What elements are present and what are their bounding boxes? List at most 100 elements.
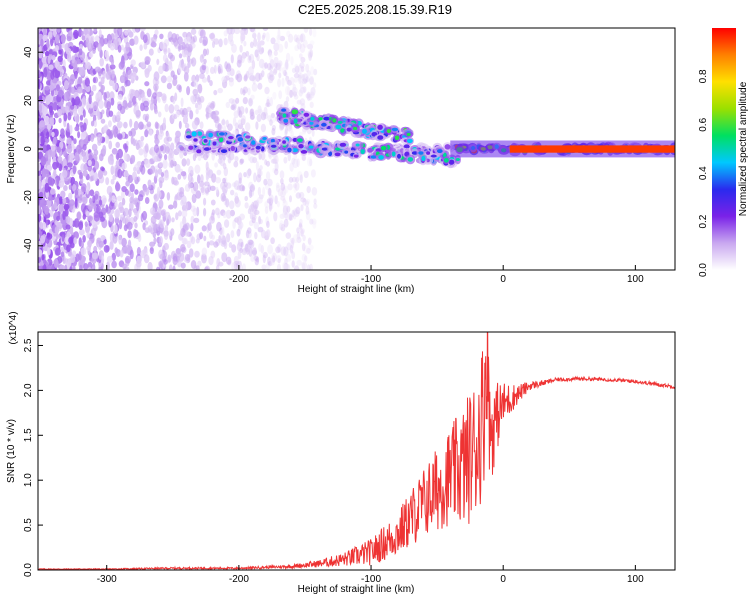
spectrogram-cell (272, 255, 276, 263)
spectrogram-cell (142, 34, 148, 44)
spectrogram-cell (254, 258, 259, 266)
spectrogram-cell (186, 86, 191, 96)
spectrogram-cell (163, 230, 169, 240)
spectrogram-cell (93, 245, 98, 253)
spectrogram-cell (144, 129, 149, 138)
spectrogram-cell (321, 147, 328, 151)
spectrogram-cell (291, 109, 299, 115)
spectrogram-cell (309, 77, 314, 85)
spectrogram-cell (210, 199, 216, 206)
spectrogram-cell (260, 112, 267, 121)
spectrogram-cell (247, 227, 252, 234)
spectrogram-cell (167, 254, 172, 263)
spectrogram-cell (94, 193, 99, 200)
spectrogram-cell (291, 157, 296, 165)
spectrogram-cell (93, 149, 99, 156)
spectrogram-cell (63, 203, 70, 211)
spectrogram-cell (257, 32, 261, 42)
spectrogram-cell (296, 236, 302, 244)
spectrogram-cell (278, 90, 283, 100)
snr-ytick-label: 0.0 (23, 563, 34, 577)
spectrogram-cell (437, 149, 443, 154)
spectrogram-cell (43, 259, 47, 265)
spectrogram-cell (309, 121, 314, 125)
spectrogram-cell (109, 240, 114, 250)
spectrogram-cell (251, 216, 256, 224)
spectrogram-cell (257, 186, 262, 196)
spectrogram-cell (299, 174, 303, 184)
spectrogram-cell (138, 88, 143, 95)
spectrogram-cell (181, 109, 185, 118)
spectrogram-cell (283, 212, 289, 219)
spectrogram-cell (71, 97, 75, 107)
spectrogram-cell (38, 180, 42, 189)
spectrogram-cell (199, 36, 203, 44)
snr-xtick-label: -100 (361, 574, 381, 585)
spectrogram-cell (257, 226, 264, 233)
spectrogram-cell (270, 138, 275, 143)
spectrogram-cell (279, 220, 284, 228)
spectrogram-cell (78, 28, 83, 38)
spectrogram-cell (283, 69, 287, 77)
spectrogram-cell (294, 44, 300, 52)
spectrogram-cell (153, 71, 160, 82)
spectrogram-cell (254, 204, 258, 212)
spectrogram-cell (303, 245, 309, 254)
spectrogram-cell (231, 43, 237, 54)
spectrogram-cell (205, 65, 209, 75)
spectrogram-cell (227, 123, 233, 131)
snr-frame (37, 331, 676, 571)
spectrogram-cell (291, 86, 298, 96)
spectrogram-cell (291, 237, 295, 245)
spectrogram-cell (271, 252, 277, 262)
spectrogram-cell (251, 214, 257, 220)
spectrogram-cell (276, 263, 282, 270)
spectrogram-cell (137, 194, 144, 202)
spectrogram-cell (74, 71, 78, 79)
spectrogram-cell (150, 165, 156, 174)
spectrogram-cell (228, 78, 234, 87)
spectrogram-cell (99, 57, 104, 67)
spectrogram-cell (228, 136, 234, 140)
spectrogram-cell (97, 43, 102, 52)
spectrogram-cell (303, 112, 310, 117)
spectrogram-cell (289, 89, 293, 99)
spectrogram-cell (255, 161, 259, 171)
spectrogram-xtick-label: -200 (229, 274, 249, 285)
spectrogram-cell (144, 143, 149, 153)
spectrogram-cell (407, 157, 414, 162)
spectrogram-cell (272, 91, 277, 100)
spectrogram-ytick-label: 40 (23, 46, 34, 58)
spectrogram-cell (40, 38, 44, 47)
spectrogram-cell (154, 144, 159, 154)
spectrogram-cell (174, 194, 178, 201)
spectrogram-cell (98, 211, 104, 219)
spectrogram-cell (280, 178, 284, 185)
snr-ytick-label: 0.5 (23, 518, 34, 532)
spectrogram-cell (335, 124, 342, 130)
spectrogram-cell (268, 203, 274, 210)
spectrogram-cell (69, 78, 74, 85)
spectrogram-cell (190, 57, 197, 67)
spectrogram-cell (43, 67, 48, 78)
spectrogram-cell (284, 211, 291, 221)
spectrogram-cell (180, 171, 187, 177)
spectrogram-cell (106, 101, 112, 110)
spectrogram-cell (245, 122, 251, 132)
spectrogram-cell (282, 185, 289, 194)
spectrogram-cell (304, 200, 309, 208)
spectrogram-cell (88, 107, 94, 114)
spectrogram-cell (298, 191, 305, 199)
spectrogram-cell (248, 55, 252, 61)
spectrogram-cell (87, 240, 92, 248)
spectrogram-cell (289, 248, 293, 255)
spectrogram-cell (74, 96, 81, 106)
spectrogram-cell (240, 34, 245, 41)
spectrogram-cell (72, 264, 76, 270)
spectrogram-cell (230, 54, 234, 64)
spectrogram-cell (168, 104, 175, 114)
spectrogram-cell (280, 223, 286, 232)
spectrogram-cell (170, 159, 174, 168)
spectrogram-cell (69, 199, 75, 207)
spectrogram-cell (216, 221, 222, 232)
